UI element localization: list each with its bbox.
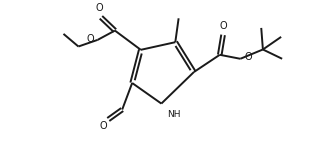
Text: O: O [99, 121, 107, 131]
Text: O: O [245, 52, 253, 62]
Text: O: O [95, 3, 103, 13]
Text: O: O [86, 34, 94, 44]
Text: NH: NH [167, 110, 181, 119]
Text: O: O [220, 21, 227, 31]
